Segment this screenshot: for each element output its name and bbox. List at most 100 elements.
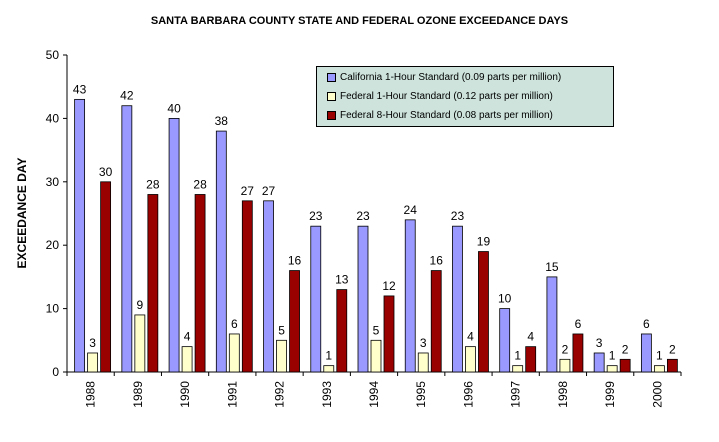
legend-swatch	[327, 72, 336, 82]
data-label: 1	[514, 349, 521, 363]
bar	[546, 276, 558, 373]
data-label: 3	[420, 336, 427, 350]
data-label: 38	[215, 114, 229, 128]
data-label: 15	[545, 260, 559, 274]
data-label: 2	[669, 342, 676, 356]
bar	[215, 130, 227, 373]
data-label: 9	[137, 298, 144, 312]
y-tick-label: 20	[46, 238, 60, 252]
bar	[263, 200, 274, 373]
bar	[134, 314, 146, 373]
data-label: 3	[596, 336, 603, 350]
legend-item-federal-1-hour: Federal 1-Hour Standard (0.12 parts per …	[327, 90, 553, 104]
bar	[241, 200, 253, 373]
y-tick-label: 50	[46, 48, 60, 62]
data-label: 23	[309, 209, 323, 223]
data-label: 30	[99, 165, 113, 179]
bar	[499, 308, 511, 373]
data-label: 3	[89, 336, 96, 350]
x-tick-label: 1993	[320, 381, 334, 408]
data-label: 6	[643, 317, 650, 331]
legend-label: Federal 1-Hour Standard (0.12 parts per …	[340, 91, 553, 102]
bar	[147, 194, 159, 373]
bar	[370, 339, 382, 373]
bar	[640, 333, 652, 373]
legend: California 1-Hour Standard (0.09 parts p…	[316, 66, 614, 127]
data-label: 23	[451, 209, 465, 223]
bar	[194, 194, 206, 373]
bar	[289, 270, 300, 373]
bar	[87, 352, 99, 373]
x-tick-label: 1990	[178, 381, 192, 408]
data-label: 16	[430, 254, 444, 268]
y-tick-label: 30	[46, 175, 60, 189]
bar	[452, 225, 463, 373]
data-label: 5	[278, 323, 285, 337]
data-label: 28	[146, 177, 160, 191]
legend-swatch	[327, 91, 336, 101]
data-label: 1	[325, 349, 332, 363]
bar	[619, 358, 631, 373]
data-label: 23	[356, 209, 370, 223]
data-label: 4	[467, 330, 474, 344]
x-tick-label: 1992	[273, 381, 287, 408]
bar	[465, 346, 476, 373]
y-axis-label: EXCEEDANCE DAY	[15, 157, 29, 269]
bar	[572, 333, 584, 373]
data-label: 16	[288, 254, 302, 268]
bar	[430, 270, 442, 373]
x-tick-label: 1995	[414, 381, 428, 408]
data-label: 2	[562, 342, 569, 356]
bar	[228, 333, 240, 373]
data-label: 43	[73, 82, 87, 96]
x-tick-label: 2000	[650, 381, 664, 408]
data-label: 4	[527, 330, 534, 344]
data-label: 13	[335, 273, 349, 287]
legend-label: Federal 8-Hour Standard (0.08 parts per …	[340, 110, 553, 121]
data-label: 12	[382, 279, 396, 293]
x-tick-label: 1989	[131, 381, 145, 408]
legend-swatch	[327, 110, 336, 120]
bar	[181, 346, 193, 373]
x-tick-label: 1998	[556, 381, 570, 408]
data-label: 5	[373, 323, 380, 337]
y-tick-label: 0	[52, 365, 59, 379]
data-label: 40	[167, 101, 181, 115]
x-tick-label: 1997	[509, 381, 523, 408]
bar	[100, 181, 112, 373]
x-tick-label: 1991	[225, 381, 239, 408]
legend-item-california-1-hour: California 1-Hour Standard (0.09 parts p…	[327, 71, 561, 85]
legend-item-federal-8-hour: Federal 8-Hour Standard (0.08 parts per …	[327, 109, 553, 123]
data-label: 28	[193, 177, 207, 191]
bar	[310, 225, 322, 373]
data-label: 19	[477, 235, 491, 249]
data-label: 24	[404, 203, 418, 217]
x-tick-label: 1988	[84, 381, 98, 408]
bar	[121, 105, 133, 373]
bar	[323, 365, 335, 373]
bar	[336, 289, 348, 373]
x-tick-label: 1999	[603, 381, 617, 408]
x-tick-label: 1996	[461, 381, 475, 408]
data-label: 6	[231, 317, 238, 331]
bar	[357, 225, 369, 373]
bar	[404, 219, 416, 373]
legend-label: California 1-Hour Standard (0.09 parts p…	[340, 72, 562, 83]
data-label: 27	[241, 184, 255, 198]
bar	[417, 352, 429, 373]
bar	[525, 346, 537, 373]
bar	[653, 365, 665, 373]
data-label: 1	[656, 349, 663, 363]
data-label: 27	[262, 184, 276, 198]
bar	[74, 98, 86, 373]
bar	[606, 365, 618, 373]
data-label: 2	[622, 342, 629, 356]
data-label: 42	[120, 89, 134, 103]
bar	[593, 352, 605, 373]
bar	[276, 339, 287, 373]
y-tick-label: 10	[46, 302, 60, 316]
bar	[666, 358, 678, 373]
bar	[478, 251, 489, 373]
y-tick-label: 40	[46, 111, 60, 125]
